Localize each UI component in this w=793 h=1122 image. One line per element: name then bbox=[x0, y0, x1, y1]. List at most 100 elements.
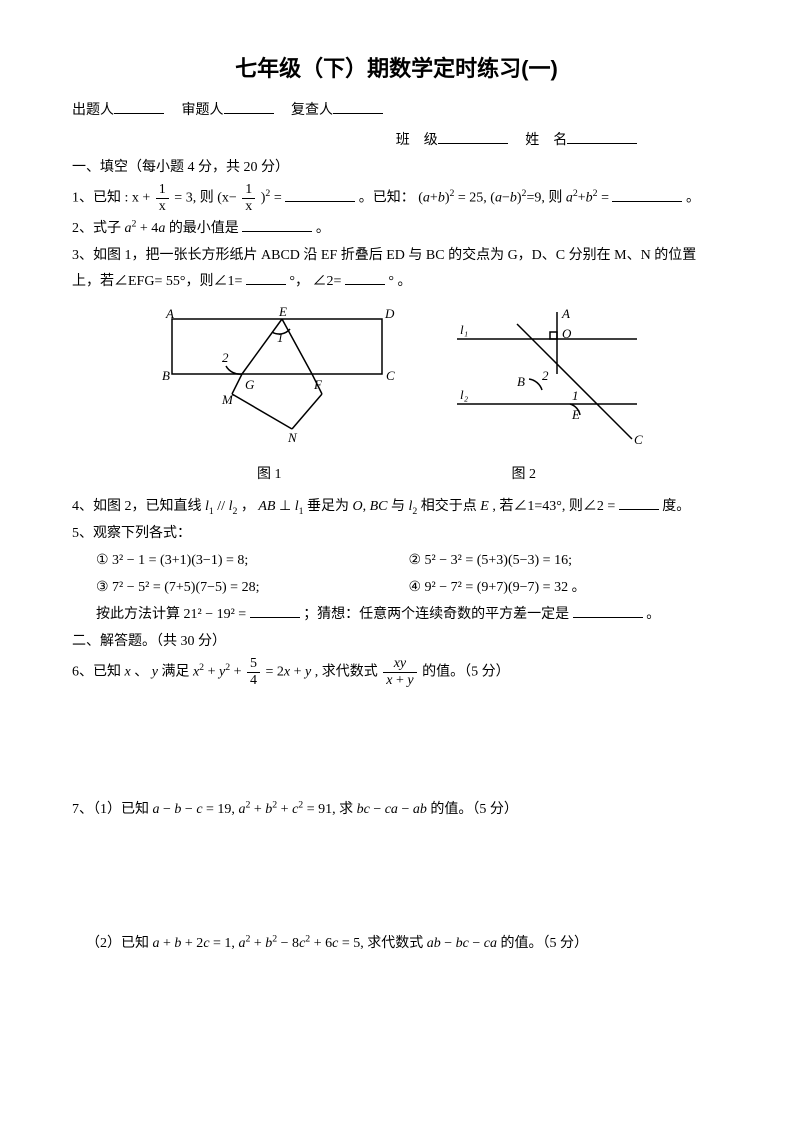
q3-text: °， ∠2= bbox=[289, 274, 341, 289]
q2: 2、式子 a2 + 4a 的最小值是 。 bbox=[72, 217, 721, 241]
q5-blank-1[interactable] bbox=[250, 603, 300, 618]
name-label: 姓 名 bbox=[525, 133, 567, 148]
q3-blank-2[interactable] bbox=[345, 270, 385, 285]
q7a: 7、（1）已知 a − b − c = 19, a2 + b2 + c2 = 9… bbox=[72, 798, 721, 822]
q1-text: =9, 则 bbox=[526, 191, 562, 206]
setter-blank[interactable] bbox=[114, 99, 164, 114]
svg-text:B: B bbox=[517, 374, 525, 389]
q2-text: 。 bbox=[316, 221, 330, 236]
q1-text: 。已知： bbox=[359, 191, 415, 206]
svg-text:A: A bbox=[165, 306, 174, 321]
svg-text:1: 1 bbox=[277, 330, 284, 345]
q7b-text: （2）已知 bbox=[86, 936, 149, 951]
reviewer-blank[interactable] bbox=[224, 99, 274, 114]
q2-text: 的最小值是 bbox=[169, 221, 239, 236]
q1-text: 。 bbox=[686, 191, 700, 206]
q6-text: 6、已知 bbox=[72, 664, 121, 679]
svg-text:F: F bbox=[313, 377, 323, 392]
q5-text: 。 bbox=[646, 607, 660, 622]
q3-line1: 3、如图 1，把一张长方形纸片 ABCD 沿 EF 折叠后 ED 与 BC 的交… bbox=[72, 244, 721, 268]
q4-text: 4、如图 2，已知直线 bbox=[72, 499, 202, 514]
q2-blank[interactable] bbox=[242, 217, 312, 232]
author-row: 出题人 审题人 复查人 bbox=[72, 99, 721, 123]
fig1-caption: 图 1 bbox=[257, 463, 282, 487]
q4-text: 相交于点 bbox=[421, 499, 477, 514]
frac-5-over-4: 54 bbox=[247, 657, 260, 688]
q5-text: 按此方法计算 21² − 19² = bbox=[96, 607, 246, 622]
svg-text:E: E bbox=[571, 407, 580, 422]
q4-text: ， bbox=[241, 499, 259, 514]
q7b: （2）已知 a + b + 2c = 1, a2 + b2 − 8c2 + 6c… bbox=[86, 932, 721, 956]
figure-2: l₁ l₂ A O B E C 1 2 bbox=[442, 304, 652, 459]
q3-line2: 上，若∠EFG= 55°，则∠1= °， ∠2= ° 。 bbox=[72, 270, 721, 294]
q7b-text: = 5, 求代数式 bbox=[342, 936, 427, 951]
q4-blank[interactable] bbox=[619, 495, 659, 510]
svg-text:A: A bbox=[561, 306, 570, 321]
page-title: 七年级（下）期数学定时练习(一) bbox=[72, 50, 721, 87]
q4: 4、如图 2，已知直线 l1 // l2 ， AB ⊥ l1 垂足为 O, BC… bbox=[72, 495, 721, 519]
svg-text:l₂: l₂ bbox=[460, 387, 469, 402]
q1-blank-2[interactable] bbox=[612, 187, 682, 202]
q7a-text: = 91, 求 bbox=[307, 802, 357, 817]
frac-xy-over-xy: xyx + y bbox=[383, 657, 416, 688]
name-blank[interactable] bbox=[567, 129, 637, 144]
figures: A E D B C G F M N 1 2 l₁ l₂ A O B bbox=[72, 304, 721, 459]
svg-text:M: M bbox=[221, 392, 234, 407]
checker-label: 复查人 bbox=[291, 103, 333, 118]
class-label: 班 级 bbox=[396, 133, 438, 148]
q5-eq3: ③ 7² − 5² = (7+5)(7−5) = 28; bbox=[96, 576, 409, 600]
q2-text: 2、式子 bbox=[72, 221, 121, 236]
q7a-text: 7、（1）已知 bbox=[72, 802, 149, 817]
q5-eq4: ④ 9² − 7² = (9+7)(9−7) = 32 。 bbox=[409, 576, 722, 600]
svg-text:B: B bbox=[162, 368, 170, 383]
section-2-heading: 二、解答题。（共 30 分） bbox=[72, 630, 721, 654]
svg-text:C: C bbox=[386, 368, 395, 383]
q5-text: ；猜想：任意两个连续奇数的平方差一定是 bbox=[303, 607, 569, 622]
q4-text: , 若∠1=43°, 则∠2 = bbox=[492, 499, 615, 514]
svg-text:1: 1 bbox=[572, 388, 579, 403]
q1-text: = 3, 则 (x− bbox=[174, 191, 236, 206]
svg-text:l₁: l₁ bbox=[460, 322, 468, 337]
fig2-caption: 图 2 bbox=[512, 463, 537, 487]
svg-text:2: 2 bbox=[222, 350, 229, 365]
svg-text:C: C bbox=[634, 432, 643, 447]
frac-1-over-x: 1x bbox=[242, 183, 255, 214]
q3-text: ° 。 bbox=[388, 274, 411, 289]
class-blank[interactable] bbox=[438, 129, 508, 144]
q1: 1、已知 : x + 1x = 3, 则 (x− 1x )2 = 。已知： (a… bbox=[72, 183, 721, 214]
reviewer-label: 审题人 bbox=[182, 103, 224, 118]
q3-blank-1[interactable] bbox=[246, 270, 286, 285]
q4-text: 垂足为 bbox=[307, 499, 349, 514]
q4-text: 与 bbox=[391, 499, 405, 514]
frac-1-over-x: 1x bbox=[156, 183, 169, 214]
svg-text:G: G bbox=[245, 377, 255, 392]
q6-text: = 2 bbox=[266, 664, 284, 679]
q1-text: = 25, ( bbox=[458, 191, 495, 206]
svg-text:O: O bbox=[562, 326, 572, 341]
q7a-text: 的值。（5 分） bbox=[430, 802, 518, 817]
q5-equations: ① 3² − 1 = (3+1)(3−1) = 8; ② 5² − 3² = (… bbox=[96, 549, 721, 601]
q6-text: 、 bbox=[134, 664, 148, 679]
q1-text: 1、已知 : x + bbox=[72, 191, 150, 206]
q5-foot: 按此方法计算 21² − 19² = ；猜想：任意两个连续奇数的平方差一定是 。 bbox=[96, 603, 721, 627]
q3-text: 上，若∠EFG= 55°，则∠1= bbox=[72, 274, 242, 289]
q7b-text: 的值。（5 分） bbox=[500, 936, 588, 951]
q4-text: 度。 bbox=[662, 499, 690, 514]
q6-text: , 求代数式 bbox=[315, 664, 378, 679]
setter-label: 出题人 bbox=[72, 103, 114, 118]
section-1-heading: 一、填空（每小题 4 分，共 20 分） bbox=[72, 156, 721, 180]
q1-blank-1[interactable] bbox=[285, 187, 355, 202]
figure-1: A E D B C G F M N 1 2 bbox=[142, 304, 412, 459]
q6: 6、已知 x 、 y 满足 x2 + y2 + 54 = 2x + y , 求代… bbox=[72, 657, 721, 688]
svg-text:D: D bbox=[384, 306, 395, 321]
svg-text:2: 2 bbox=[542, 368, 549, 383]
svg-text:E: E bbox=[278, 304, 287, 319]
q5-eq1: ① 3² − 1 = (3+1)(3−1) = 8; bbox=[96, 549, 409, 573]
figure-captions: 图 1 图 2 bbox=[72, 463, 721, 487]
q6-text: 满足 bbox=[161, 664, 189, 679]
q6-text: 的值。（5 分） bbox=[422, 664, 510, 679]
q5-eq2: ② 5² − 3² = (5+3)(5−3) = 16; bbox=[409, 549, 722, 573]
q5-head: 5、观察下列各式： bbox=[72, 522, 721, 546]
q5-blank-2[interactable] bbox=[573, 603, 643, 618]
checker-blank[interactable] bbox=[333, 99, 383, 114]
